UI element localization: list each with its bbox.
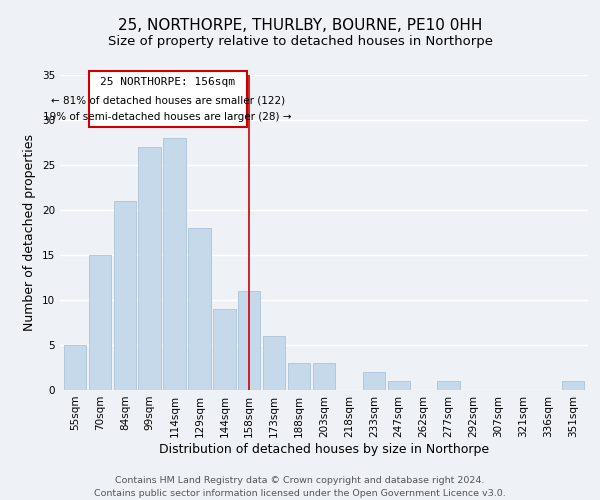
Bar <box>113 201 136 390</box>
Bar <box>213 309 236 390</box>
Bar <box>163 138 186 390</box>
Text: 19% of semi-detached houses are larger (28) →: 19% of semi-detached houses are larger (… <box>43 112 292 122</box>
Bar <box>562 381 584 390</box>
Text: 25 NORTHORPE: 156sqm: 25 NORTHORPE: 156sqm <box>100 77 235 87</box>
Bar <box>313 363 335 390</box>
FancyBboxPatch shape <box>89 70 247 127</box>
Bar <box>288 363 310 390</box>
Y-axis label: Number of detached properties: Number of detached properties <box>23 134 37 331</box>
Bar <box>188 228 211 390</box>
Text: ← 81% of detached houses are smaller (122): ← 81% of detached houses are smaller (12… <box>50 95 285 105</box>
X-axis label: Distribution of detached houses by size in Northorpe: Distribution of detached houses by size … <box>159 442 489 456</box>
Bar <box>139 147 161 390</box>
Text: Contains HM Land Registry data © Crown copyright and database right 2024.
Contai: Contains HM Land Registry data © Crown c… <box>94 476 506 498</box>
Bar <box>437 381 460 390</box>
Bar <box>388 381 410 390</box>
Bar <box>238 291 260 390</box>
Text: 25, NORTHORPE, THURLBY, BOURNE, PE10 0HH: 25, NORTHORPE, THURLBY, BOURNE, PE10 0HH <box>118 18 482 32</box>
Bar <box>64 345 86 390</box>
Bar <box>263 336 286 390</box>
Text: Size of property relative to detached houses in Northorpe: Size of property relative to detached ho… <box>107 35 493 48</box>
Bar <box>362 372 385 390</box>
Bar <box>89 255 111 390</box>
